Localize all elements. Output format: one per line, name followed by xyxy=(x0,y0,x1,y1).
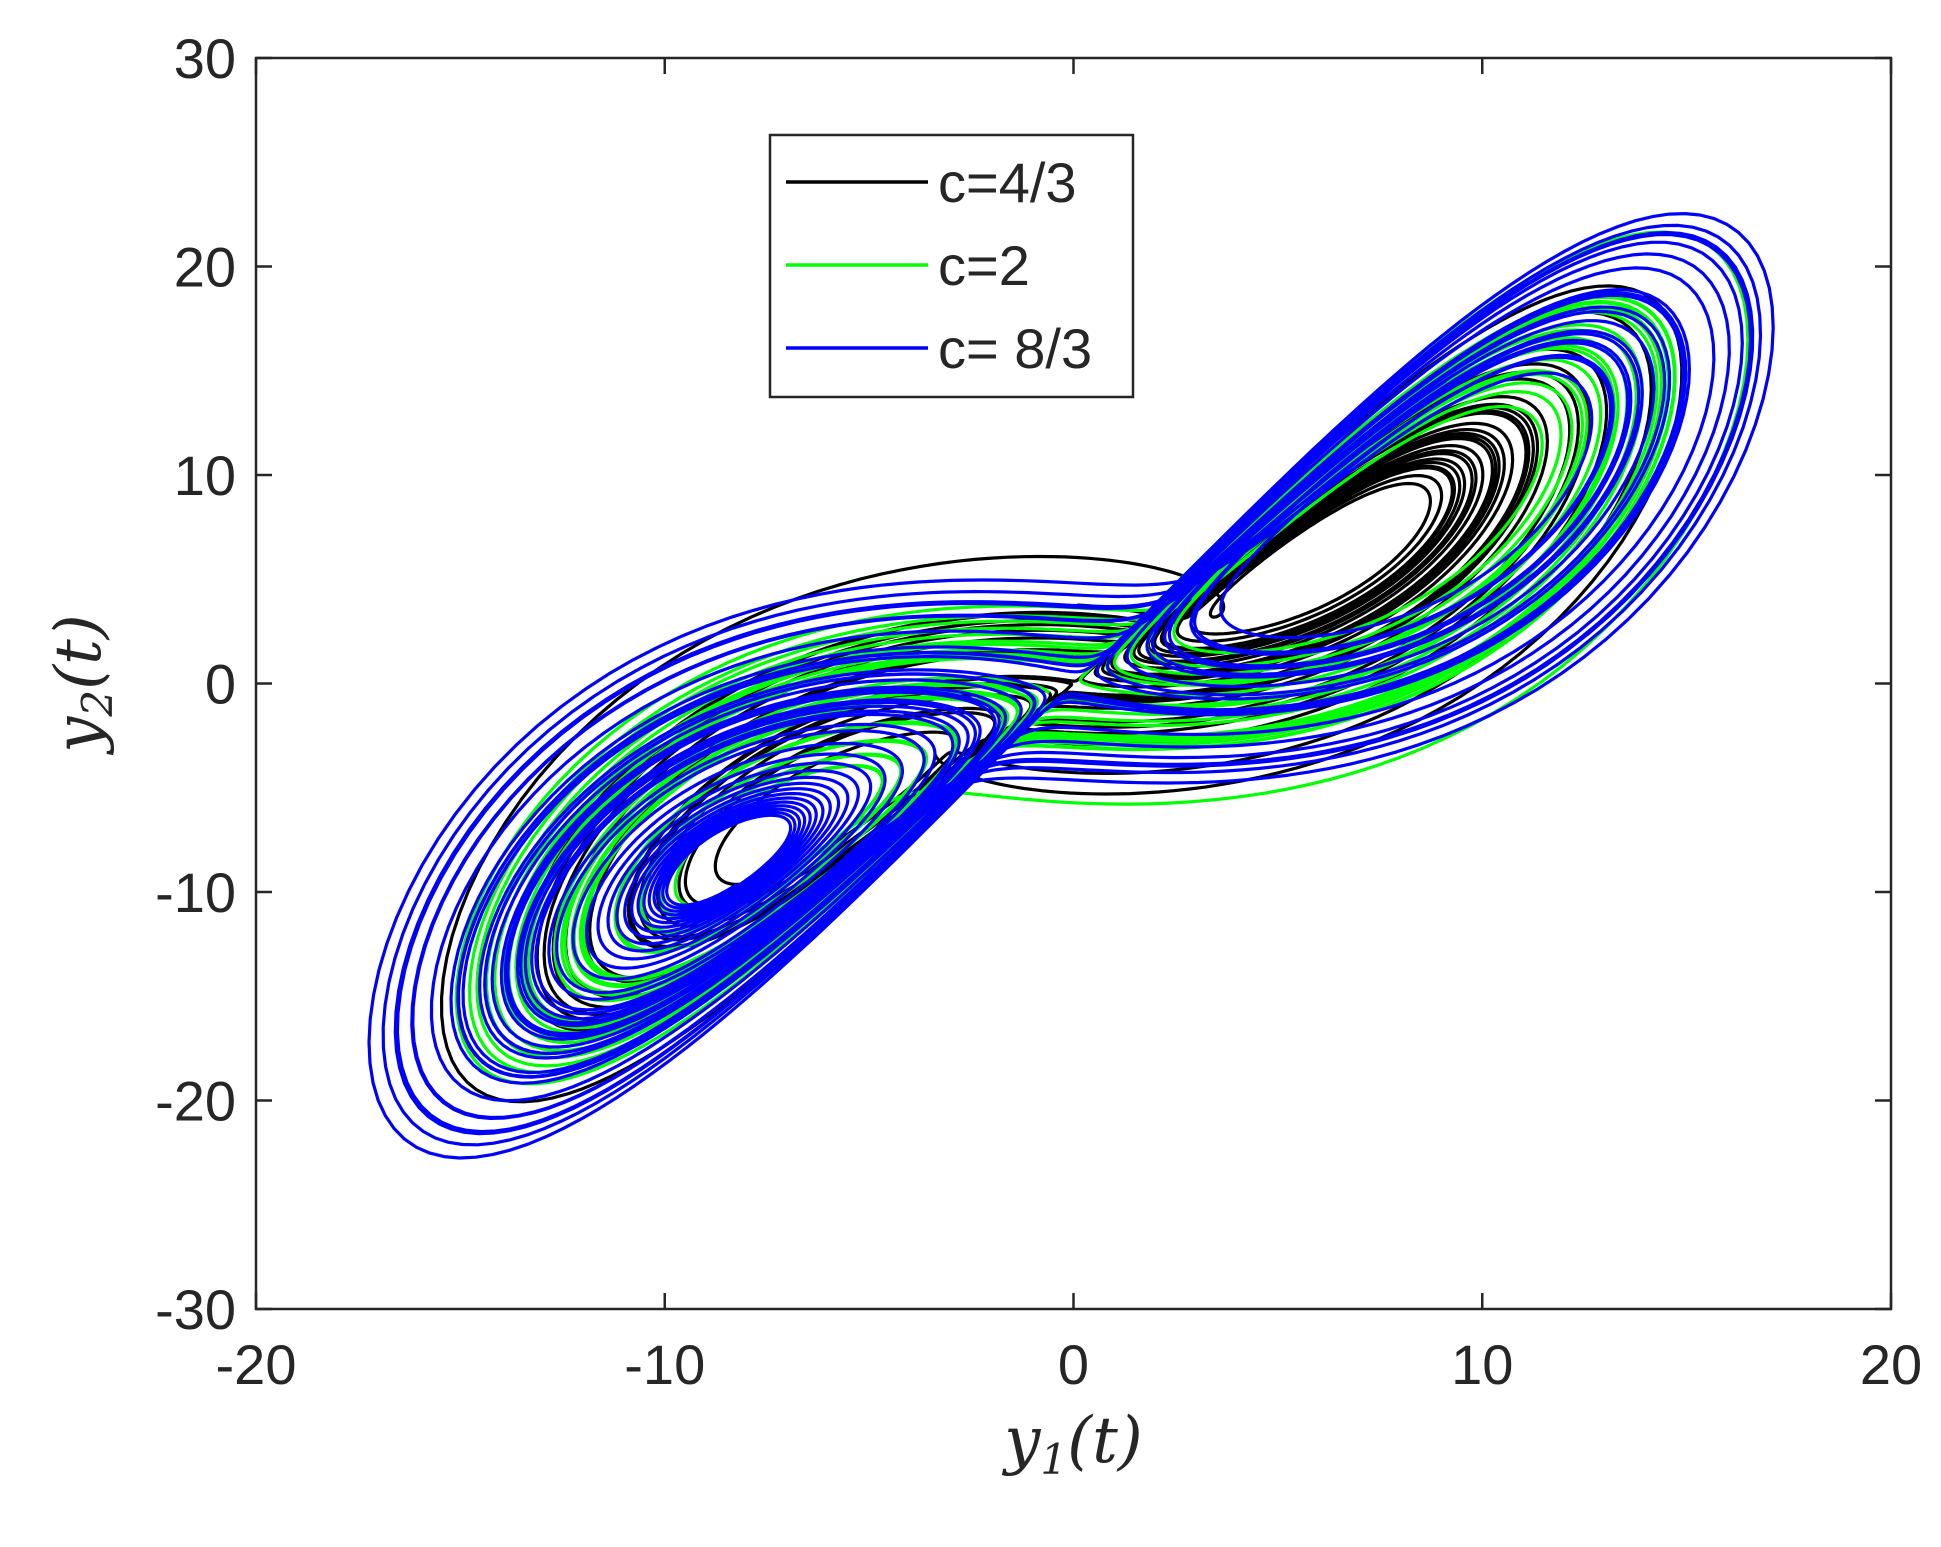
series-line-3 xyxy=(367,212,1775,1160)
x-axis-label: y1(t) xyxy=(1001,1404,1143,1484)
y-tick-label: 0 xyxy=(205,653,236,716)
y-tick-label: -20 xyxy=(155,1070,236,1133)
x-tick-label: 20 xyxy=(1860,1333,1922,1396)
legend-label-2: c=2 xyxy=(938,234,1030,297)
y-tick-label: 30 xyxy=(174,27,236,90)
y-tick-label: 20 xyxy=(174,236,236,299)
series-layer xyxy=(367,212,1775,1160)
x-tick-label: 10 xyxy=(1451,1333,1513,1396)
x-tick-label: 0 xyxy=(1058,1333,1089,1396)
y-axis-label: y2(t) xyxy=(42,614,122,756)
legend: c=4/3 c=2 c= 8/3 xyxy=(768,133,1135,399)
y-tick-label: -10 xyxy=(155,861,236,924)
y-tick-label: -30 xyxy=(155,1278,236,1341)
legend-label-1: c=4/3 xyxy=(938,151,1077,214)
x-tick-label: -10 xyxy=(624,1333,705,1396)
legend-label-3: c= 8/3 xyxy=(938,317,1092,380)
x-tick-label: -20 xyxy=(216,1333,297,1396)
y-tick-label: 10 xyxy=(174,444,236,507)
